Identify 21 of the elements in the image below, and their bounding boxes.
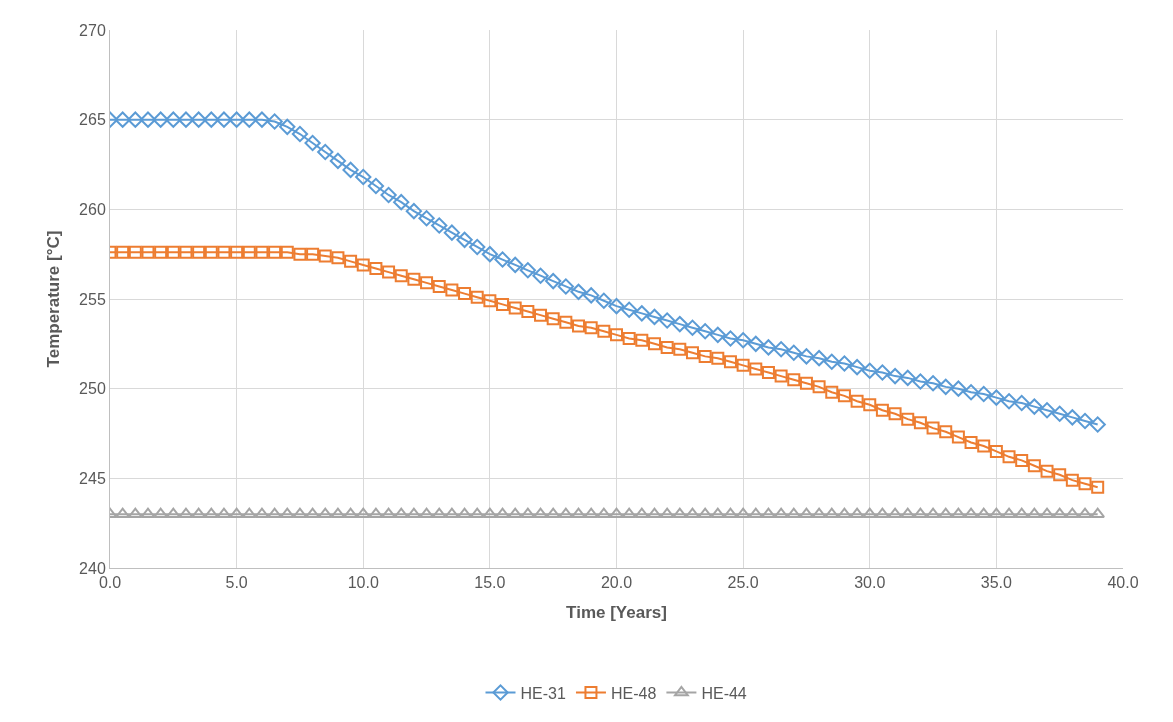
y-axis-title: Temperature [°C] <box>43 230 63 368</box>
x-tick-label: 0.0 <box>98 574 122 592</box>
x-axis-title: Time [Years] <box>566 602 667 622</box>
legend-label: HE-48 <box>610 684 657 702</box>
x-tick-label: 25.0 <box>727 574 759 592</box>
y-tick-label: 240 <box>79 559 106 577</box>
y-tick-label: 260 <box>79 200 106 218</box>
x-tick-label: 40.0 <box>1107 574 1139 592</box>
y-tick-label: 245 <box>79 469 106 487</box>
x-tick-label: 35.0 <box>980 574 1013 592</box>
x-tick-label: 5.0 <box>225 574 248 592</box>
y-tick-label: 270 <box>79 21 106 39</box>
x-tick-label: 15.0 <box>474 574 506 592</box>
x-tick-label: 10.0 <box>347 574 379 592</box>
legend-label: HE-44 <box>701 684 747 702</box>
y-tick-label: 265 <box>79 111 106 129</box>
y-tick-label: 250 <box>79 380 106 398</box>
x-tick-label: 30.0 <box>854 574 886 592</box>
legend-label: HE-31 <box>520 684 566 702</box>
y-tick-label: 255 <box>79 290 106 308</box>
x-tick-label: 20.0 <box>600 574 633 592</box>
